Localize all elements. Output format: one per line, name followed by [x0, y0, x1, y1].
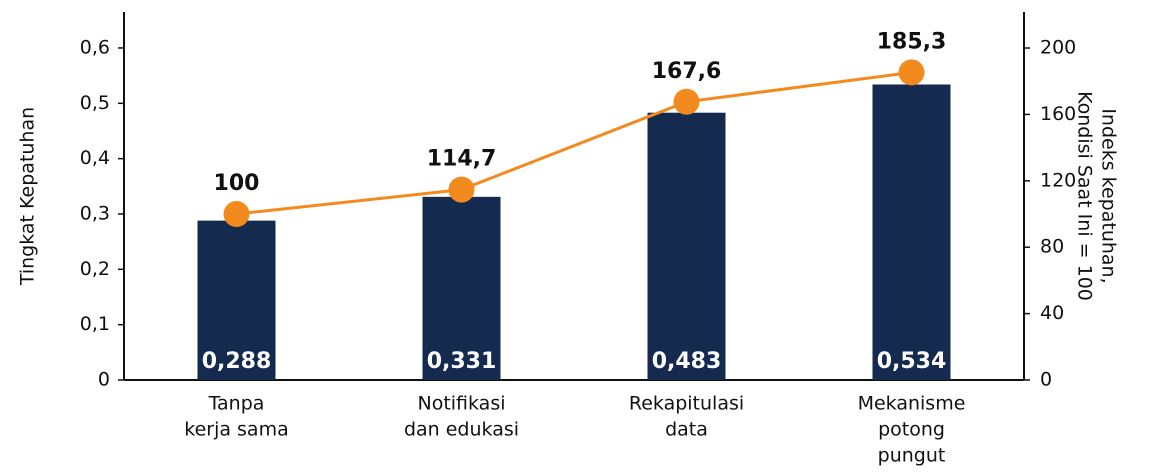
bar	[872, 84, 951, 381]
x-tick-label: kerja sama	[184, 419, 288, 441]
y2-tick-label: 40	[1040, 302, 1064, 324]
bar-value-label: 0,331	[427, 349, 497, 374]
line-value-label: 100	[214, 171, 260, 196]
line	[236, 70, 912, 216]
bar	[197, 220, 276, 380]
y2-axis-title: Kondisi Saat Ini = 100	[1074, 91, 1096, 301]
x-tick-label: potong	[878, 419, 945, 441]
y-axis-title: Tingkat Kepatuhan	[17, 107, 39, 286]
x-tick-label: pungut	[878, 445, 946, 467]
y-tick-label: 0,2	[80, 258, 110, 280]
x-tick-label: Rekapitulasi	[629, 393, 744, 415]
y2-tick-label: 160	[1040, 103, 1076, 125]
line-value-label: 114,7	[427, 147, 497, 172]
bar	[647, 112, 726, 380]
x-tick-label: Mekanisme	[858, 393, 966, 415]
x-tick-label: dan edukasi	[404, 419, 519, 441]
x-tick-label: data	[665, 419, 708, 441]
y-tick-label: 0	[98, 369, 110, 391]
y2-tick-label: 80	[1040, 236, 1064, 258]
line-point	[223, 201, 250, 228]
y2-axis-title: Indeks kepatuhan,	[1098, 108, 1120, 283]
y2-tick-label: 120	[1040, 169, 1076, 191]
bar-value-label: 0,534	[877, 349, 947, 374]
line-value-label: 167,6	[652, 59, 722, 84]
bar-value-label: 0,483	[652, 349, 722, 374]
x-tick-label: Tanpa	[208, 393, 265, 415]
line-value-label: 185,3	[877, 29, 947, 54]
y-tick-label: 0,6	[80, 36, 110, 58]
y-tick-label: 0,3	[80, 202, 110, 224]
y2-tick-label: 200	[1040, 37, 1076, 59]
y-tick-label: 0,5	[80, 92, 110, 114]
line-point	[673, 88, 700, 115]
y-tick-label: 0,4	[80, 147, 110, 169]
line-point	[898, 59, 925, 86]
bar	[422, 196, 501, 380]
bar-value-label: 0,288	[202, 349, 272, 374]
y-tick-label: 0,1	[80, 313, 110, 335]
y2-tick-label: 0	[1040, 369, 1052, 391]
line-point	[448, 176, 475, 203]
x-tick-label: Notifikasi	[417, 393, 505, 415]
